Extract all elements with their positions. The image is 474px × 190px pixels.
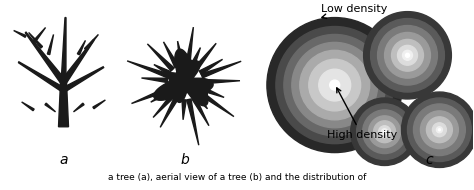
Polygon shape [33, 28, 46, 43]
Circle shape [284, 34, 385, 136]
Polygon shape [84, 34, 99, 50]
Polygon shape [201, 61, 241, 78]
Circle shape [384, 32, 430, 78]
Circle shape [330, 80, 340, 90]
Polygon shape [154, 49, 213, 106]
Polygon shape [93, 100, 105, 109]
Text: a tree (a), aerial view of a tree (b) and the distribution of: a tree (a), aerial view of a tree (b) an… [108, 173, 366, 182]
Circle shape [356, 104, 412, 160]
Polygon shape [151, 89, 171, 102]
Polygon shape [22, 102, 34, 111]
Polygon shape [194, 43, 216, 70]
Polygon shape [131, 87, 169, 104]
Text: High density: High density [327, 88, 397, 140]
Circle shape [363, 110, 407, 154]
Circle shape [319, 69, 351, 101]
Polygon shape [61, 40, 94, 84]
Polygon shape [127, 61, 169, 78]
Polygon shape [160, 97, 179, 127]
Circle shape [378, 25, 438, 85]
Text: c: c [426, 153, 433, 166]
Circle shape [300, 50, 370, 120]
Polygon shape [199, 59, 223, 75]
Polygon shape [28, 32, 43, 48]
Circle shape [383, 131, 385, 133]
Circle shape [382, 129, 388, 135]
Circle shape [437, 127, 442, 133]
Polygon shape [62, 67, 104, 92]
Polygon shape [182, 100, 186, 120]
Circle shape [402, 50, 412, 60]
Polygon shape [18, 62, 65, 92]
Polygon shape [154, 65, 171, 75]
Polygon shape [14, 30, 26, 37]
Polygon shape [141, 78, 168, 83]
Polygon shape [164, 42, 179, 67]
Circle shape [405, 53, 410, 57]
Polygon shape [61, 17, 66, 82]
Text: b: b [181, 153, 190, 166]
Polygon shape [195, 94, 208, 109]
Polygon shape [47, 34, 54, 55]
Polygon shape [147, 44, 174, 71]
Circle shape [379, 126, 391, 138]
Circle shape [420, 111, 458, 149]
Circle shape [371, 19, 445, 92]
Polygon shape [77, 40, 85, 55]
Polygon shape [58, 82, 69, 127]
Circle shape [392, 39, 423, 71]
Circle shape [292, 42, 378, 128]
Text: a: a [59, 153, 68, 166]
Circle shape [432, 123, 447, 137]
Text: Low density: Low density [321, 4, 388, 18]
Polygon shape [201, 87, 224, 97]
Circle shape [369, 116, 401, 148]
Polygon shape [25, 32, 66, 84]
Circle shape [438, 129, 440, 131]
Circle shape [398, 45, 418, 65]
Polygon shape [203, 79, 240, 84]
Circle shape [351, 98, 419, 165]
Circle shape [401, 92, 474, 167]
Polygon shape [186, 27, 193, 65]
Polygon shape [153, 94, 175, 117]
Circle shape [413, 104, 465, 156]
Circle shape [427, 117, 452, 143]
Circle shape [267, 17, 402, 153]
Circle shape [276, 26, 393, 144]
Circle shape [309, 59, 361, 111]
Polygon shape [187, 99, 199, 145]
Polygon shape [192, 97, 209, 126]
Circle shape [364, 12, 451, 99]
Polygon shape [45, 103, 55, 112]
Polygon shape [73, 103, 84, 112]
Polygon shape [178, 41, 184, 65]
Polygon shape [191, 48, 201, 67]
Circle shape [374, 121, 395, 143]
Circle shape [408, 98, 471, 162]
Polygon shape [199, 91, 234, 117]
